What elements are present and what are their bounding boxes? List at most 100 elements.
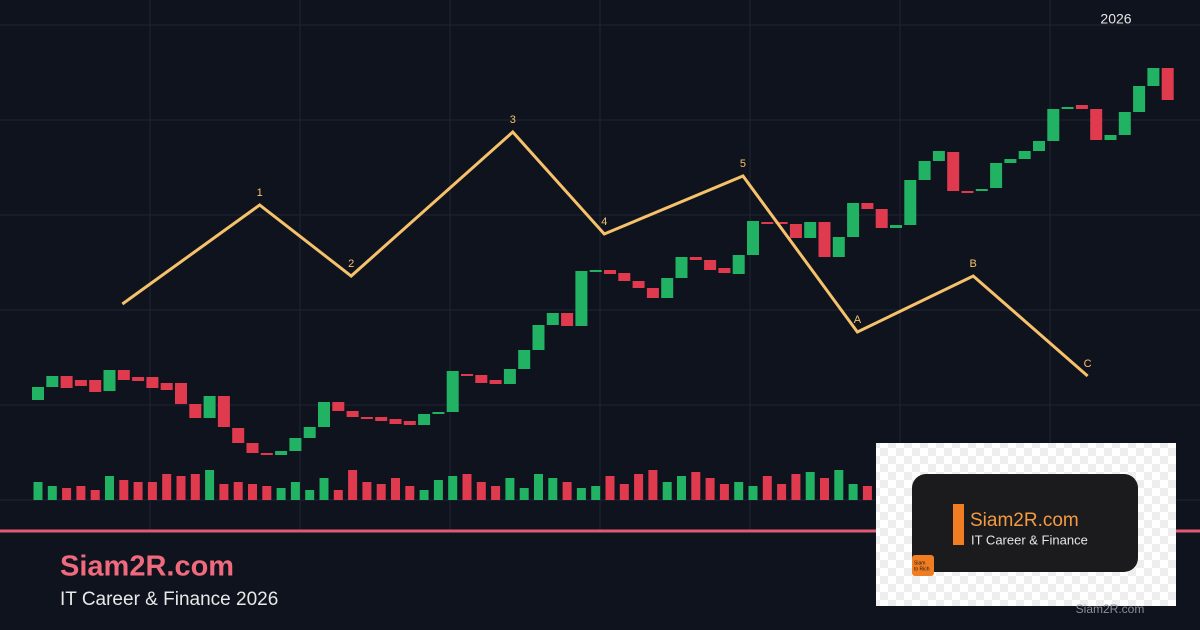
candle-body bbox=[718, 268, 731, 273]
volume-bar bbox=[219, 484, 229, 500]
candle-body bbox=[475, 375, 488, 383]
volume-bar bbox=[391, 478, 400, 500]
volume-bar bbox=[233, 482, 243, 500]
candle-body bbox=[189, 404, 202, 418]
candle-body bbox=[875, 209, 888, 228]
candle-body bbox=[346, 411, 359, 417]
volume-bar bbox=[105, 476, 114, 500]
volume-bar bbox=[691, 472, 701, 500]
candle-body bbox=[303, 427, 316, 438]
candle-body bbox=[689, 257, 702, 260]
volume-bar bbox=[147, 482, 157, 500]
volume-bar bbox=[176, 476, 186, 500]
volume-bar bbox=[605, 476, 615, 500]
candle-body bbox=[160, 383, 173, 390]
grid bbox=[0, 0, 1200, 530]
candle-body bbox=[289, 438, 302, 451]
volume-bar bbox=[348, 470, 358, 500]
wave-line bbox=[121, 129, 1089, 378]
candle-body bbox=[1033, 141, 1045, 151]
volume-bar bbox=[190, 474, 200, 500]
candle-body bbox=[318, 402, 330, 427]
candle-body bbox=[403, 421, 416, 425]
candle-body bbox=[489, 380, 502, 384]
candle-body bbox=[74, 380, 87, 386]
candle-body bbox=[217, 396, 230, 427]
candle-body bbox=[604, 270, 616, 274]
candle-body bbox=[661, 278, 674, 298]
candle-body bbox=[146, 377, 159, 388]
candle-body bbox=[32, 387, 44, 400]
candle-body bbox=[389, 419, 402, 424]
plot: 1 2 3 4 5 A B C bbox=[32, 68, 1174, 500]
candle-body bbox=[861, 203, 874, 209]
volume-bar bbox=[47, 486, 57, 500]
volume-bar bbox=[448, 476, 458, 500]
wave-label: 3 bbox=[510, 114, 516, 126]
candle-body bbox=[260, 453, 273, 455]
candle-body bbox=[1047, 109, 1060, 141]
volume-bar bbox=[333, 490, 343, 500]
volume-bar bbox=[862, 486, 872, 500]
volume-bar bbox=[119, 480, 129, 500]
footer-subtitle: IT Career & Finance 2026 bbox=[60, 589, 278, 610]
candle-body bbox=[789, 224, 802, 238]
candle-body bbox=[232, 428, 245, 443]
candle-body bbox=[103, 370, 116, 391]
candle-body bbox=[532, 325, 545, 350]
candle-body bbox=[818, 222, 831, 257]
wave-label: A bbox=[854, 314, 862, 326]
volume-bar bbox=[820, 478, 829, 500]
candle-body bbox=[675, 257, 688, 278]
candle-body bbox=[990, 163, 1003, 188]
volume-bar bbox=[433, 480, 443, 500]
volume-bar bbox=[576, 488, 586, 500]
volume-bar bbox=[677, 476, 686, 500]
volume-bar bbox=[634, 474, 644, 500]
candle-body bbox=[890, 225, 902, 228]
volume-bar bbox=[805, 472, 815, 500]
logo-title: Siam2R.com bbox=[970, 510, 1079, 531]
candle-body bbox=[546, 313, 559, 325]
volume-bar bbox=[777, 484, 787, 500]
volume-bar bbox=[762, 476, 772, 500]
volume-bar bbox=[476, 482, 486, 500]
volume-bar bbox=[305, 490, 315, 500]
candle-body bbox=[1075, 105, 1088, 109]
volume-bar bbox=[462, 474, 472, 500]
volume-bar bbox=[562, 482, 572, 500]
candle-body bbox=[1090, 109, 1103, 140]
volume-bar bbox=[133, 482, 143, 500]
logo-card: Siam2R.com IT Career & Finance Siam to R… bbox=[876, 443, 1176, 606]
logo-subtitle: IT Career & Finance bbox=[971, 532, 1088, 547]
volume-bar bbox=[290, 482, 300, 500]
candle-body bbox=[561, 313, 574, 326]
candle-body bbox=[847, 203, 860, 237]
candle-body bbox=[761, 222, 774, 224]
candle-body bbox=[175, 383, 187, 404]
volume-bar bbox=[319, 478, 329, 500]
candle-body bbox=[275, 451, 288, 455]
volume-bar bbox=[33, 482, 43, 500]
volume-bar bbox=[662, 482, 672, 500]
candle-body bbox=[775, 222, 788, 224]
volume-bar bbox=[162, 474, 172, 500]
wave-label: C bbox=[1084, 358, 1092, 370]
volume-bar bbox=[90, 490, 100, 500]
candle-body bbox=[618, 273, 631, 281]
volume-bar bbox=[619, 484, 629, 500]
volume-bar bbox=[405, 486, 415, 500]
candle-body bbox=[132, 377, 145, 381]
candle-body bbox=[975, 189, 988, 191]
watermark: Siam2R.com bbox=[1076, 602, 1145, 616]
wave-label: 2 bbox=[348, 258, 354, 270]
candle-body bbox=[46, 376, 59, 387]
year-label: 2026 bbox=[1100, 11, 1131, 27]
volume-bar bbox=[791, 474, 801, 500]
wave-label: 1 bbox=[257, 187, 263, 199]
candle-body bbox=[904, 180, 917, 225]
candle-body bbox=[332, 402, 345, 411]
volume-bar bbox=[591, 486, 601, 500]
candle-body bbox=[747, 221, 759, 255]
